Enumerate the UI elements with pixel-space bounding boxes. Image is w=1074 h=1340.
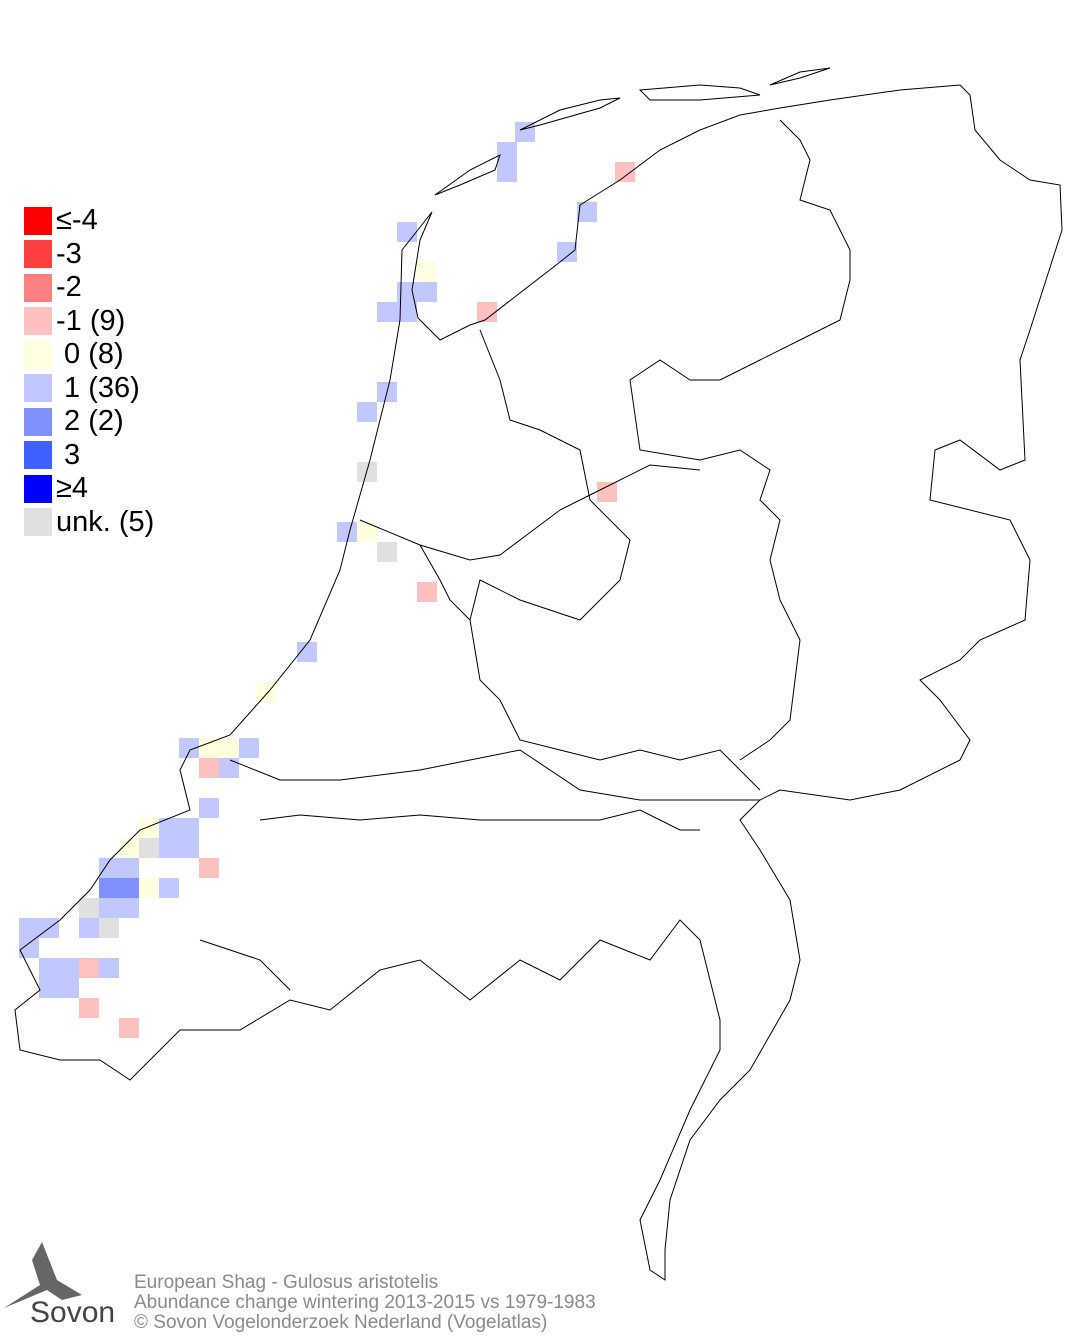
grid-cell	[297, 642, 317, 662]
legend-swatch	[24, 407, 52, 436]
wadden-islands	[434, 67, 831, 196]
grid-cell	[119, 838, 139, 858]
grid-cell	[99, 858, 119, 878]
legend-item: 3	[24, 439, 154, 473]
grid-cell	[79, 918, 99, 938]
legend-swatch	[24, 273, 52, 302]
grid-cell	[497, 162, 517, 182]
grid-cell	[377, 542, 397, 562]
grid-cell	[99, 898, 119, 918]
legend-label: -1 (9)	[56, 304, 126, 337]
legend-swatch	[24, 340, 52, 369]
grid-cell	[119, 878, 139, 898]
grid-cell	[39, 958, 59, 978]
grid-cells	[19, 122, 635, 1038]
legend-item: -1 (9)	[24, 305, 154, 339]
grid-cell	[515, 122, 535, 142]
grid-cell	[159, 818, 179, 838]
grid-cell	[417, 582, 437, 602]
sovon-bird-logo-icon	[4, 1242, 82, 1308]
grid-cell	[119, 898, 139, 918]
legend-swatch	[24, 374, 52, 403]
legend-item: 0 (8)	[24, 338, 154, 372]
grid-cell	[179, 838, 199, 858]
grid-cell	[79, 898, 99, 918]
grid-cell	[557, 242, 577, 262]
legend-label: 2 (2)	[56, 405, 124, 438]
legend-swatch	[24, 474, 52, 503]
grid-cell	[179, 818, 199, 838]
legend-swatch	[24, 441, 52, 470]
legend-label: -2	[56, 271, 82, 304]
legend-label: ≥4	[56, 472, 89, 505]
grid-cell	[159, 878, 179, 898]
grid-cell	[417, 262, 437, 282]
map-subtitle: Abundance change wintering 2013-2015 vs …	[134, 1292, 596, 1313]
coastline-holland	[359, 464, 701, 621]
grid-cell	[199, 798, 219, 818]
grid-cell	[357, 522, 377, 542]
grid-cell	[79, 958, 99, 978]
grid-cell	[79, 998, 99, 1018]
legend-label: -3	[56, 237, 82, 270]
grid-cell	[139, 818, 159, 838]
legend-item: ≤-4	[24, 204, 154, 238]
grid-cell	[597, 482, 617, 502]
legend-swatch	[24, 307, 52, 336]
legend-item: -3	[24, 238, 154, 272]
species-title: European Shag - Gulosus aristotelis	[134, 1272, 439, 1293]
grid-cell	[477, 302, 497, 322]
grid-cell	[357, 402, 377, 422]
legend-item: ≥4	[24, 472, 154, 506]
copyright: © Sovon Vogelonderzoek Nederland (Vogela…	[134, 1312, 548, 1333]
legend-label: 0 (8)	[56, 338, 124, 371]
grid-cell	[139, 878, 159, 898]
legend-swatch	[24, 206, 52, 235]
grid-cell	[59, 978, 79, 998]
grid-cell	[179, 738, 199, 758]
country-outline	[14, 84, 1063, 1281]
province-borders	[199, 119, 851, 991]
grid-cell	[159, 838, 179, 858]
grid-cell	[219, 758, 239, 778]
grid-cell	[199, 858, 219, 878]
grid-cell	[497, 142, 517, 162]
legend-item: 2 (2)	[24, 405, 154, 439]
grid-cell	[397, 302, 417, 322]
grid-cell	[615, 162, 635, 182]
legend: ≤-4 -3 -2 -1 (9) 0 (8) 1 (36) 2 (2) 3 ≥4 unk.…	[24, 204, 154, 539]
legend-swatch	[24, 508, 52, 537]
grid-cell	[19, 938, 39, 958]
legend-label: 1 (36)	[56, 371, 140, 404]
grid-cell	[239, 738, 259, 758]
map-footer: European Shag - Gulosus aristotelis Abun…	[134, 1273, 596, 1333]
grid-cell	[99, 958, 119, 978]
legend-item: unk. (5)	[24, 506, 154, 540]
grid-cell	[59, 958, 79, 978]
legend-item: 1 (36)	[24, 372, 154, 406]
grid-cell	[199, 738, 219, 758]
grid-cell	[119, 1018, 139, 1038]
grid-cell	[377, 302, 397, 322]
grid-cell	[577, 202, 597, 222]
legend-label: unk. (5)	[56, 505, 155, 538]
grid-cell	[417, 282, 437, 302]
grid-cell	[19, 918, 39, 938]
legend-label: ≤-4	[56, 204, 98, 237]
grid-cell	[397, 222, 417, 242]
legend-swatch	[24, 240, 52, 269]
grid-cell	[119, 858, 139, 878]
legend-label: 3	[56, 438, 81, 471]
grid-cell	[99, 918, 119, 938]
grid-cell	[199, 758, 219, 778]
grid-cell	[219, 738, 239, 758]
sovon-logo-text: Sovon	[30, 1296, 116, 1329]
grid-cell	[139, 838, 159, 858]
map-outlines	[14, 67, 1063, 1281]
grid-cell	[39, 978, 59, 998]
grid-cell	[99, 878, 119, 898]
legend-item: -2	[24, 271, 154, 305]
grid-cell	[337, 522, 357, 542]
